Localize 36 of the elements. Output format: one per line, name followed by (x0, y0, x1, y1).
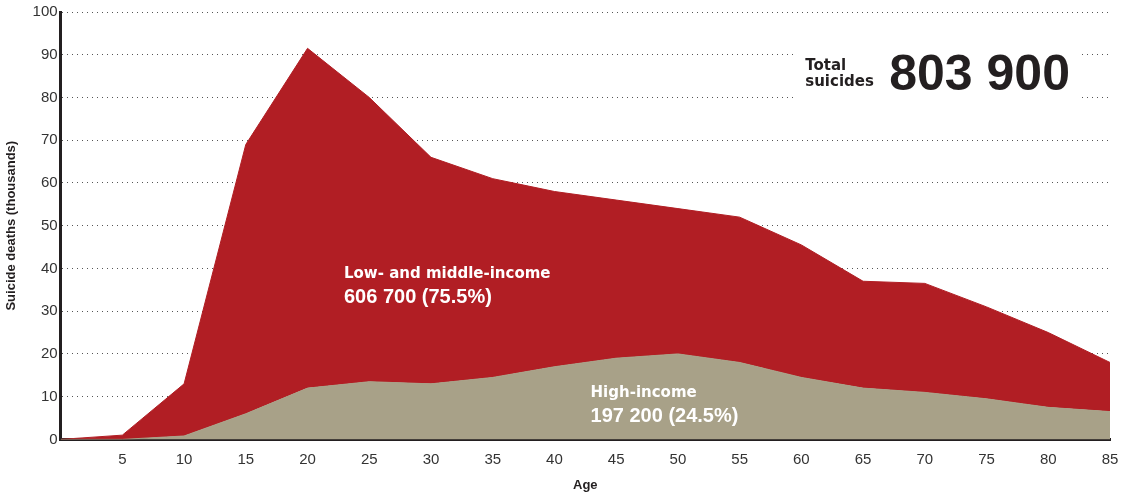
x-tick-label: 20 (299, 449, 316, 467)
x-tick-label: 35 (484, 449, 502, 467)
y-tick-label: 80 (40, 87, 58, 105)
y-tick-label: 10 (40, 386, 58, 404)
x-tick-label: 75 (978, 449, 995, 467)
x-tick-label: 85 (1101, 449, 1119, 467)
x-tick-label: 15 (237, 449, 255, 467)
annotation: 197 200 (24.5%) (590, 404, 739, 427)
y-tick-label: 70 (40, 130, 58, 148)
x-tick-label: 70 (916, 449, 934, 467)
x-tick-label: 25 (360, 449, 378, 467)
y-tick-label: 90 (40, 44, 58, 62)
x-tick-label: 10 (175, 449, 193, 467)
y-tick-label: 30 (40, 301, 58, 319)
x-tick-label: 50 (669, 449, 687, 467)
y-tick-label: 100 (32, 2, 58, 20)
y-tick-label: 20 (40, 344, 58, 362)
y-tick-label: 60 (40, 173, 58, 191)
x-tick-label: 80 (1039, 449, 1057, 467)
x-axis-title: Age (573, 476, 598, 492)
y-axis-title: Suicide deaths (thousands) (3, 140, 19, 311)
x-tick-label: 65 (854, 449, 872, 467)
y-tick-label: 0 (49, 429, 58, 447)
x-tick-label: 30 (422, 449, 440, 467)
x-tick-label: 5 (118, 449, 127, 467)
x-tick-label: 40 (546, 449, 563, 467)
y-tick-label: 50 (40, 215, 58, 233)
y-tick-label: 40 (40, 258, 58, 276)
x-tick-label: 60 (793, 449, 810, 467)
annotation: 606 700 (75.5%) (343, 284, 492, 307)
x-tick-label: 45 (607, 449, 625, 467)
annotation: 803 900 (889, 44, 1070, 102)
annotation: Total suicides (805, 56, 875, 90)
series-label: Low- and middle-income (343, 263, 551, 282)
x-tick-label: 55 (731, 449, 748, 467)
series-label: High-income (590, 383, 697, 402)
